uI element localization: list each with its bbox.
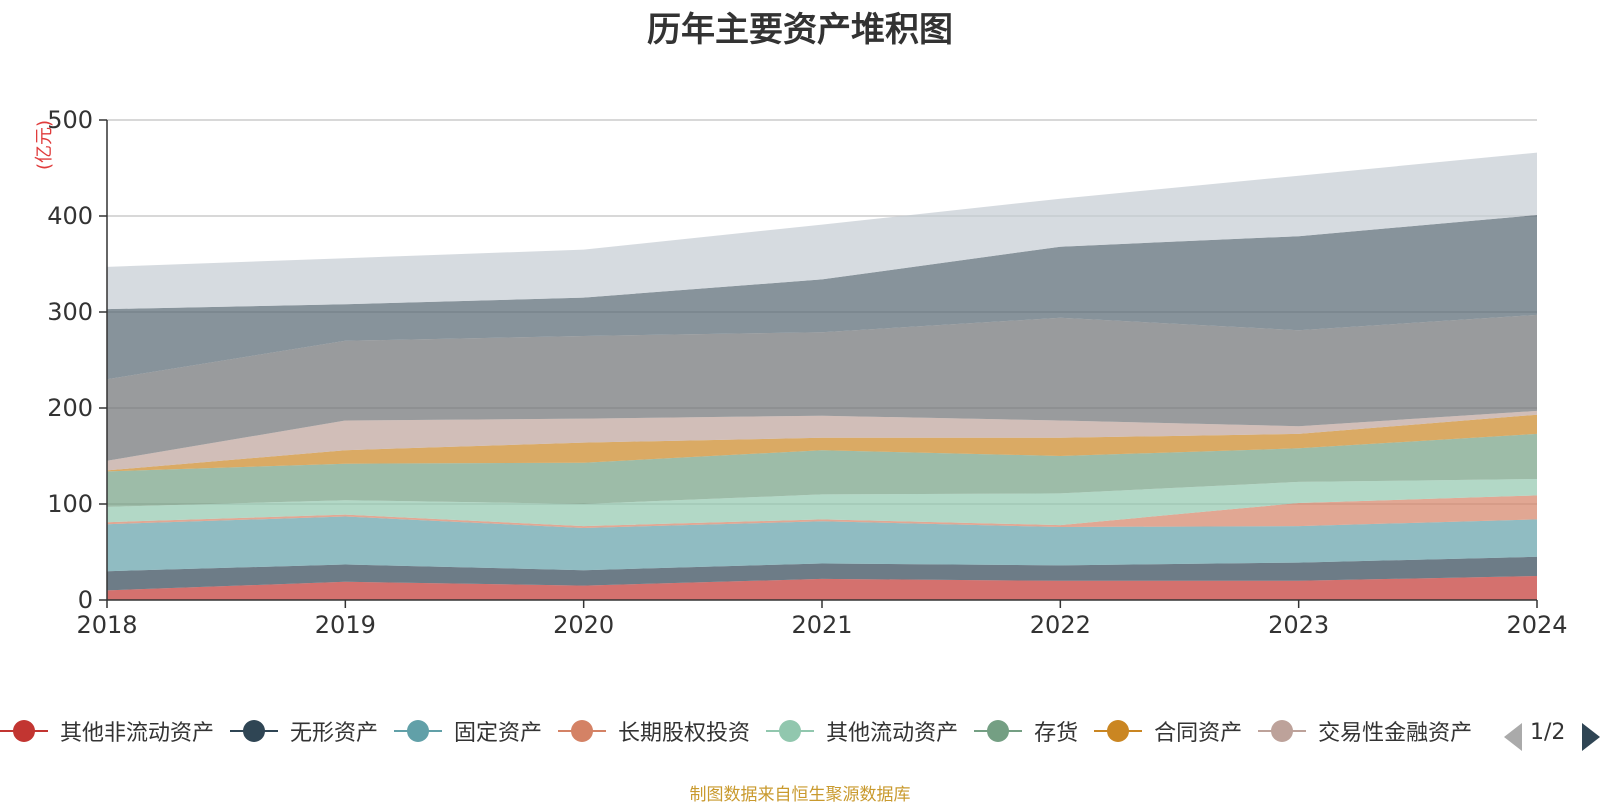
- legend-item[interactable]: 长期股权投资: [558, 715, 750, 747]
- legend-prev-page-icon[interactable]: [1504, 723, 1522, 751]
- x-tick-label: 2021: [791, 611, 852, 639]
- x-tick-label: 2022: [1030, 611, 1091, 639]
- legend-item[interactable]: 交易性金融资产: [1258, 715, 1472, 747]
- area-series: [107, 410, 1537, 471]
- area-series: [107, 152, 1537, 310]
- legend-label: 其他流动资产: [826, 721, 959, 746]
- legend-marker-icon: [1258, 719, 1307, 743]
- area-series: [107, 479, 1537, 527]
- legend-label: 交易性金融资产: [1318, 721, 1473, 746]
- y-tick-label: 0: [78, 586, 93, 614]
- legend-item[interactable]: 无形资产: [230, 715, 378, 747]
- x-tick-label: 2023: [1268, 611, 1329, 639]
- legend-marker-icon: [974, 719, 1023, 743]
- area-series: [107, 495, 1537, 528]
- x-tick-label: 2019: [315, 611, 376, 639]
- y-tick-label: 500: [47, 106, 93, 134]
- legend-label: 固定资产: [454, 721, 543, 746]
- y-axis-unit-label: (亿元): [34, 120, 55, 170]
- y-tick-label: 100: [47, 490, 93, 518]
- area-series: [107, 556, 1537, 591]
- legend-label: 存货: [1034, 721, 1079, 746]
- x-tick-label: 2018: [76, 611, 137, 639]
- legend-marker-icon: [766, 719, 815, 743]
- y-tick-label: 400: [47, 202, 93, 230]
- legend-marker-icon: [558, 719, 607, 743]
- legend-label: 合同资产: [1154, 721, 1243, 746]
- x-tick-label: 2024: [1506, 611, 1567, 639]
- legend-item[interactable]: 存货: [974, 715, 1078, 747]
- legend-pager: 1/2: [1500, 718, 1600, 754]
- axes: 0 100 200 300 400 500 2018 2019 2020 2021 2022 2023…: [47, 106, 1567, 639]
- legend-item[interactable]: 固定资产: [394, 715, 542, 747]
- legend-label: 其他非流动资产: [60, 721, 215, 746]
- legend-label: 长期股权投资: [618, 721, 751, 746]
- area-series: [107, 576, 1537, 600]
- chart-title: 历年主要资产堆积图: [647, 10, 953, 50]
- x-tick-label: 2020: [553, 611, 614, 639]
- legend-next-page-icon[interactable]: [1582, 723, 1600, 751]
- legend-label: 无形资产: [290, 721, 379, 746]
- area-series: [107, 516, 1537, 572]
- y-tick-label: 300: [47, 298, 93, 326]
- legend-page-indicator: 1/2: [1530, 720, 1566, 745]
- source-note: 制图数据来自恒生聚源数据库: [689, 785, 911, 805]
- legend-marker-icon: [1094, 719, 1143, 743]
- area-series: [107, 215, 1537, 380]
- legend-item[interactable]: 合同资产: [1094, 715, 1242, 747]
- legend-item[interactable]: 其他非流动资产: [0, 715, 214, 747]
- area-series: [107, 314, 1537, 461]
- legend: 其他非流动资产 无形资产 固定资产 长期股权投资 其他流动资产 存货 合同资产 交易性金融资产: [0, 715, 1500, 755]
- legend-marker-icon: [0, 719, 48, 743]
- y-tick-label: 200: [47, 394, 93, 422]
- area-series: [107, 414, 1537, 472]
- legend-marker-icon: [394, 719, 443, 743]
- stacked-areas: [107, 152, 1537, 600]
- legend-item[interactable]: 其他流动资产: [766, 715, 958, 747]
- legend-marker-icon: [230, 719, 279, 743]
